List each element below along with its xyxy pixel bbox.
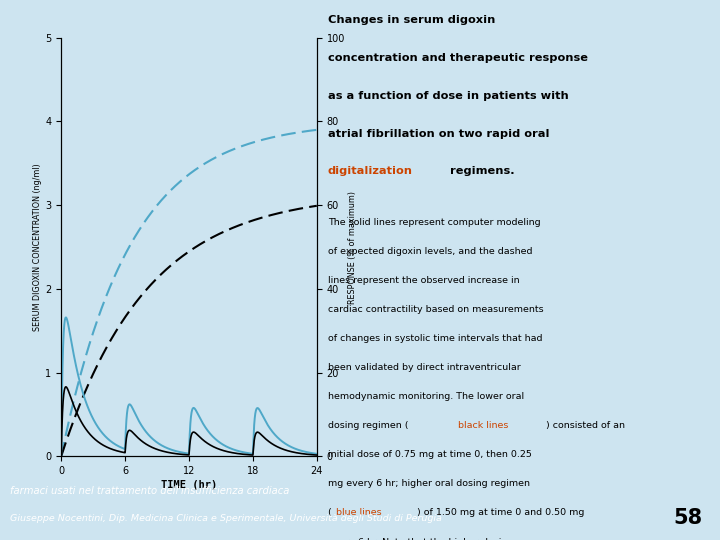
Text: atrial fibrillation on two rapid oral: atrial fibrillation on two rapid oral [328,129,549,139]
Text: blue lines: blue lines [336,509,382,517]
Text: ) consisted of an: ) consisted of an [546,421,626,430]
Text: black lines: black lines [458,421,508,430]
Text: mg every 6 hr; higher oral dosing regimen: mg every 6 hr; higher oral dosing regime… [328,480,530,488]
Text: as a function of dose in patients with: as a function of dose in patients with [328,91,568,101]
Text: of changes in systolic time intervals that had: of changes in systolic time intervals th… [328,334,542,343]
Text: regimens.: regimens. [446,166,515,177]
Text: Giuseppe Nocentini, Dip. Medicina Clinica e Sperimentale, Università degli Studi: Giuseppe Nocentini, Dip. Medicina Clinic… [10,514,441,523]
Text: Changes in serum digoxin: Changes in serum digoxin [328,15,495,25]
Text: concentration and therapeutic response: concentration and therapeutic response [328,53,588,63]
Text: 58: 58 [673,508,702,529]
Text: every 6 hr. Note that the higher dosing: every 6 hr. Note that the higher dosing [328,537,513,540]
Text: dosing regimen (: dosing regimen ( [328,421,408,430]
Y-axis label: RESPONSE (% of maximum): RESPONSE (% of maximum) [348,191,356,303]
Text: lines represent the observed increase in: lines represent the observed increase in [328,276,519,285]
Text: initial dose of 0.75 mg at time 0, then 0.25: initial dose of 0.75 mg at time 0, then … [328,450,531,460]
X-axis label: TIME (hr): TIME (hr) [161,480,217,490]
Text: digitalization: digitalization [328,166,413,177]
Text: The solid lines represent computer modeling: The solid lines represent computer model… [328,218,540,227]
Text: hemodynamic monitoring. The lower oral: hemodynamic monitoring. The lower oral [328,392,523,401]
Text: (: ( [328,509,331,517]
Text: farmaci usati nel trattamento dell'insufficienza cardiaca: farmaci usati nel trattamento dell'insuf… [9,487,289,496]
Y-axis label: SERUM DIGOXIN CONCENTRATION (ng/ml): SERUM DIGOXIN CONCENTRATION (ng/ml) [33,163,42,331]
Text: ) of 1.50 mg at time 0 and 0.50 mg: ) of 1.50 mg at time 0 and 0.50 mg [417,509,585,517]
Text: been validated by direct intraventricular: been validated by direct intraventricula… [328,363,521,372]
Text: cardiac contractility based on measurements: cardiac contractility based on measureme… [328,305,543,314]
Text: of expected digoxin levels, and the dashed: of expected digoxin levels, and the dash… [328,247,532,255]
